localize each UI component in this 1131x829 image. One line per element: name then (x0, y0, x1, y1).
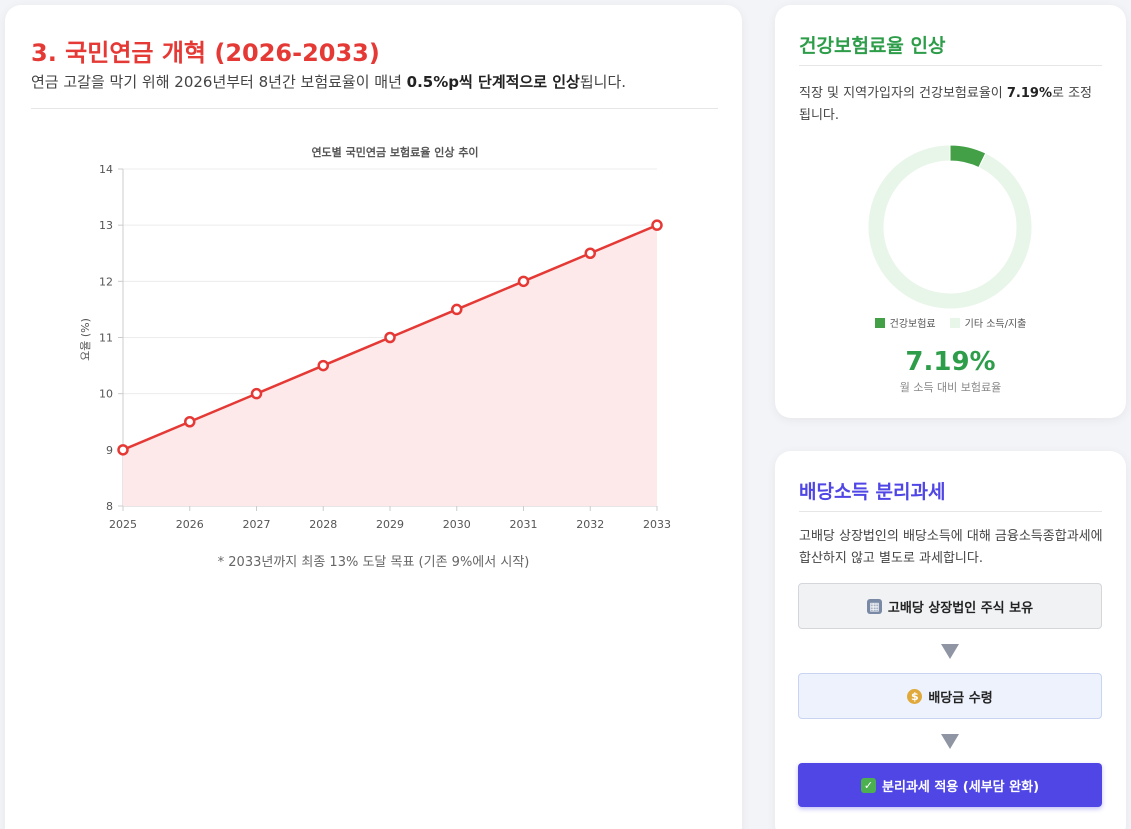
pension-desc-highlight: 0.5%p씩 단계적으로 인상 (406, 73, 580, 91)
legend-label: 기타 소득/지출 (964, 319, 1027, 330)
legend-item-health[interactable]: 건강보험료 (874, 315, 936, 330)
x-tick-label: 2028 (309, 518, 337, 531)
dividend-title: 배당소득 분리과세 (799, 481, 946, 503)
legend-item-other[interactable]: 기타 소득/지출 (949, 315, 1027, 330)
y-tick-label: 12 (99, 275, 113, 288)
data-point (451, 303, 463, 316)
dividend-tax-card: 배당소득 분리과세 고배당 상장법인의 배당소득에 대해 금융소득종합과세에 합… (775, 451, 1126, 829)
x-tick-label: 2025 (109, 518, 137, 531)
flow-step-receive-dividend: $ 배당금 수령 (798, 673, 1102, 719)
health-insurance-card: 건강보험료율 인상 직장 및 지역가입자의 건강보험료율이 7.19%로 조정됩… (775, 5, 1126, 418)
y-tick-label: 13 (99, 219, 113, 232)
x-tick-label: 2030 (443, 518, 471, 531)
pension-description: 연금 고갈을 막기 위해 2026년부터 8년간 보험료율이 매년 0.5%p씩… (31, 71, 718, 92)
x-tick-label: 2032 (576, 518, 604, 531)
pension-desc-suffix: 됩니다. (579, 73, 627, 91)
donut-legend: 건강보험료 기타 소득/지출 (775, 315, 1126, 330)
x-tick-label: 2031 (510, 518, 538, 531)
y-tick-label: 11 (99, 332, 113, 345)
dividend-description: 고배당 상장법인의 배당소득에 대해 금융소득종합과세에 합산하지 않고 별도로… (799, 529, 1103, 566)
data-point (184, 416, 196, 428)
x-tick-label: 2027 (243, 518, 271, 531)
arrow-down-icon (941, 644, 959, 659)
data-point (117, 444, 129, 456)
flow-step-label: 배당금 수령 (928, 690, 993, 706)
divider (799, 511, 1102, 512)
health-rate-caption: 월 소득 대비 보험료율 (899, 381, 1002, 394)
legend-label: 건강보험료 (889, 319, 936, 330)
pension-desc-text: 연금 고갈을 막기 위해 2026년부터 8년간 보험료율이 매년 (31, 73, 407, 91)
divider (799, 65, 1102, 66)
x-tick-label: 2026 (176, 518, 204, 531)
y-tick-label: 14 (99, 163, 113, 176)
health-rate-value: 7.19% (905, 347, 996, 377)
health-desc-text: 직장 및 지역가입자의 건강보험료율이 (799, 86, 1007, 101)
chart-title: 연도별 국민연금 보험료율 인상 추이 (311, 145, 478, 159)
data-point (384, 331, 396, 344)
pie-slice (867, 144, 1033, 310)
data-point (250, 387, 263, 400)
y-tick-label: 8 (106, 500, 113, 513)
health-desc-suffix: 로 조정됩니다. (799, 86, 1093, 123)
data-point (317, 359, 329, 372)
data-point (651, 219, 663, 231)
health-description: 직장 및 지역가입자의 건강보험료율이 7.19%로 조정됩니다. (799, 83, 1100, 127)
arrow-down-icon (941, 734, 959, 749)
health-title: 건강보험료율 인상 (799, 35, 946, 57)
money-bag-icon: $ (907, 688, 923, 704)
building-icon: ▦ (866, 598, 882, 614)
health-desc-highlight: 7.19% (1006, 86, 1052, 101)
x-tick-label: 2029 (376, 518, 404, 531)
legend-swatch (874, 317, 885, 328)
flow-step-label: 분리과세 적용 (세부담 완화) (881, 779, 1040, 795)
health-donut-chart (867, 144, 1033, 310)
y-axis-label: 요율 (%) (79, 318, 92, 361)
x-tick-label: 2033 (643, 518, 671, 531)
legend-swatch (949, 317, 960, 328)
flow-step-label: 고배당 상장법인 주식 보유 (887, 600, 1034, 616)
pension-title: 3. 국민연금 개혁 (2026-2033) (31, 39, 380, 67)
y-tick-label: 10 (99, 388, 113, 401)
y-tick-label: 9 (106, 444, 113, 457)
data-point (517, 275, 530, 288)
pension-reform-card: 3. 국민연금 개혁 (2026-2033) 연금 고갈을 막기 위해 2026… (5, 5, 742, 829)
area-fill (123, 225, 657, 506)
divider (31, 108, 718, 109)
chart-footnote: * 2033년까지 최종 13% 도달 목표 (기존 9%에서 시작) (217, 555, 530, 570)
pension-rate-chart: 연도별 국민연금 보험료율 인상 추이 8 9 10 11 12 13 14 2025 2026 2… (79, 145, 671, 531)
check-icon: ✓ (860, 777, 876, 793)
flow-step-separate-tax: ✓ 분리과세 적용 (세부담 완화) (798, 763, 1102, 807)
data-point (584, 247, 596, 259)
flow-step-hold-stock: ▦ 고배당 상장법인 주식 보유 (798, 583, 1102, 629)
